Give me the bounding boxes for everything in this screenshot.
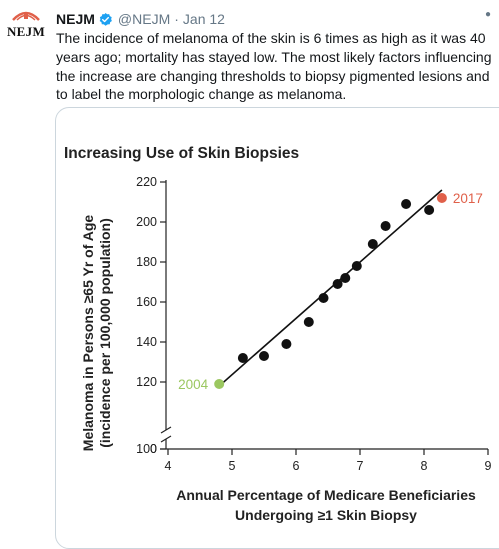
x-tick-label: 7 — [357, 459, 364, 473]
data-point — [340, 273, 351, 283]
data-point — [380, 221, 391, 231]
y-tick-label: 200 — [136, 215, 157, 229]
data-point — [367, 239, 378, 249]
x-axis-label-line2: Undergoing ≥1 Skin Biopsy — [235, 507, 417, 523]
data-point — [303, 317, 314, 327]
data-point — [332, 279, 343, 289]
y-tick-label: 0 — [150, 442, 157, 456]
tweet-media-card[interactable]: Increasing Use of Skin Biopsies 0 100 120 1… — [55, 107, 499, 549]
chart-title: Increasing Use of Skin Biopsies — [64, 145, 299, 162]
data-point — [214, 379, 225, 389]
data-point — [281, 339, 292, 349]
x-axis-label-line1: Annual Percentage of Medicare Beneficiar… — [176, 487, 476, 503]
x-tick-label: 6 — [293, 459, 300, 473]
y-axis-label-line2: (incidence per 100,000 population) — [97, 218, 113, 448]
author-name[interactable]: NEJM — [56, 11, 95, 27]
y-tick-label: 160 — [136, 295, 157, 309]
data-point — [424, 205, 435, 215]
data-point — [351, 261, 362, 271]
x-tick-label: 8 — [421, 459, 428, 473]
y-tick-label: 220 — [136, 175, 157, 189]
author-handle[interactable]: @NEJM — [117, 11, 171, 27]
y-axis-break-mark — [160, 426, 172, 434]
chevron-down-icon[interactable]: ● — [484, 9, 491, 20]
y-tick-label: 120 — [136, 375, 157, 389]
avatar[interactable]: NEJM — [4, 8, 48, 44]
data-point — [436, 193, 447, 203]
nejm-logo — [12, 11, 40, 21]
data-point — [237, 353, 248, 363]
data-label: 2004 — [178, 377, 209, 392]
tweet-text: The incidence of melanoma of the skin is… — [56, 30, 492, 103]
y-tick-label: 100 — [136, 442, 157, 456]
y-tick-label: 180 — [136, 255, 157, 269]
verified-badge-icon — [99, 12, 112, 26]
x-tick-label: 5 — [229, 459, 236, 473]
data-point — [401, 199, 412, 209]
data-label: 2017 — [453, 191, 483, 206]
avatar-label: NEJM — [6, 24, 46, 39]
x-tick-label: 4 — [165, 459, 172, 473]
y-axis-label-line1: Melanoma in Persons ≥65 Yr of Age — [80, 215, 96, 452]
x-tick-label: 9 — [485, 459, 492, 473]
y-axis-break-mark — [160, 435, 172, 443]
trend-line — [218, 189, 443, 387]
tweet-date[interactable]: Jan 12 — [182, 11, 225, 27]
data-point — [318, 293, 329, 303]
tweet-header: NEJM @NEJM · Jan 12 ● — [56, 9, 491, 29]
separator-dot: · — [174, 11, 179, 27]
data-point — [259, 351, 269, 361]
y-tick-label: 140 — [136, 335, 157, 349]
